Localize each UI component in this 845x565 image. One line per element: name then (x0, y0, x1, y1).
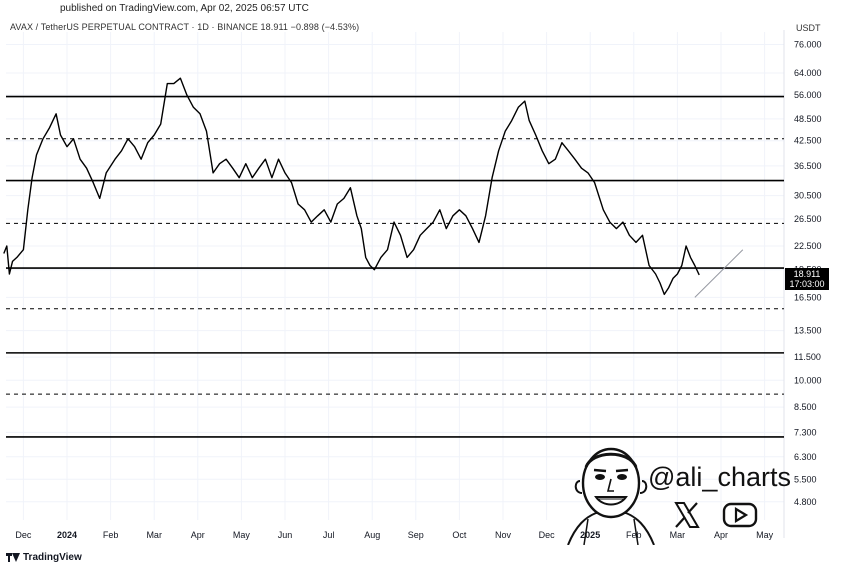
x-tick-label: 2025 (580, 530, 600, 540)
x-tick-label: Dec (539, 530, 556, 540)
y-tick-label: 11.500 (794, 352, 821, 362)
y-tick-label: 5.500 (794, 474, 817, 484)
trendline[interactable] (694, 249, 744, 298)
y-tick-label: 6.300 (794, 452, 817, 462)
x-tick-label: Nov (495, 530, 512, 540)
y-tick-label: 56.000 (794, 90, 822, 100)
x-tick-label: Apr (191, 530, 205, 540)
tradingview-logo-icon (6, 553, 20, 562)
y-tick-label: 10.000 (794, 375, 822, 385)
x-tick-label: Feb (103, 530, 119, 540)
y-tick-label: 13.500 (794, 326, 822, 336)
youtube-logo-icon (722, 502, 758, 528)
published-caption: published on TradingView.com, Apr 02, 20… (60, 3, 309, 14)
y-tick-label: 8.500 (794, 402, 817, 412)
x-tick-label: May (756, 530, 774, 540)
x-tick-label: Sep (408, 530, 424, 540)
y-tick-label: 36.500 (794, 161, 822, 171)
y-tick-label: 42.500 (794, 136, 822, 146)
x-tick-label: Aug (364, 530, 380, 540)
x-tick-label: Dec (15, 530, 32, 540)
tradingview-brand: TradingView (23, 552, 82, 563)
x-tick-label: 2024 (57, 530, 77, 540)
symbol-legend[interactable]: AVAX / TetherUS PERPETUAL CONTRACT · 1D … (10, 22, 360, 32)
x-tick-label: Mar (146, 530, 162, 540)
y-tick-label: 26.500 (794, 214, 822, 224)
x-tick-label: Feb (626, 530, 642, 540)
y-tick-label: 30.500 (794, 191, 822, 201)
y-tick-label: 48.500 (794, 114, 822, 124)
tradingview-footer[interactable]: TradingView (6, 552, 82, 563)
y-tick-label: 4.800 (794, 497, 817, 507)
chart-frame (0, 14, 845, 551)
y-tick-label: 64.000 (794, 68, 822, 78)
x-tick-label: May (233, 530, 251, 540)
price-line[interactable] (3, 77, 700, 296)
bar-countdown: 17:03:00 (789, 279, 825, 289)
x-tick-label: Mar (670, 530, 686, 540)
y-tick-label: 76.000 (794, 39, 822, 49)
y-tick-label: 22.500 (794, 241, 822, 251)
avatar-illustration (567, 447, 655, 545)
y-tick-label: 7.300 (794, 427, 817, 437)
x-tick-label: Oct (452, 530, 467, 540)
x-tick-label: Apr (714, 530, 728, 540)
author-handle: @ali_charts (648, 462, 791, 492)
currency-label[interactable]: USDT (796, 23, 821, 33)
last-price: 18.911 (793, 269, 821, 279)
x-tick-label: Jun (278, 530, 293, 540)
y-tick-label: 16.500 (794, 292, 822, 302)
x-logo-icon (674, 502, 700, 528)
x-tick-label: Jul (323, 530, 335, 540)
last-price-tag: 18.911 17:03:00 (785, 268, 829, 290)
